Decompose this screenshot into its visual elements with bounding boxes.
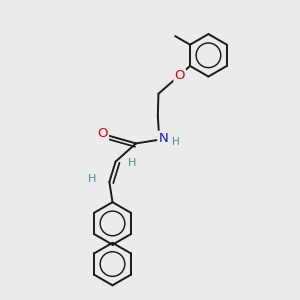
Text: H: H bbox=[88, 174, 96, 184]
Text: O: O bbox=[98, 127, 108, 140]
Text: N: N bbox=[158, 132, 168, 145]
Text: H: H bbox=[172, 137, 179, 147]
Text: O: O bbox=[174, 69, 185, 82]
Text: H: H bbox=[128, 158, 136, 168]
